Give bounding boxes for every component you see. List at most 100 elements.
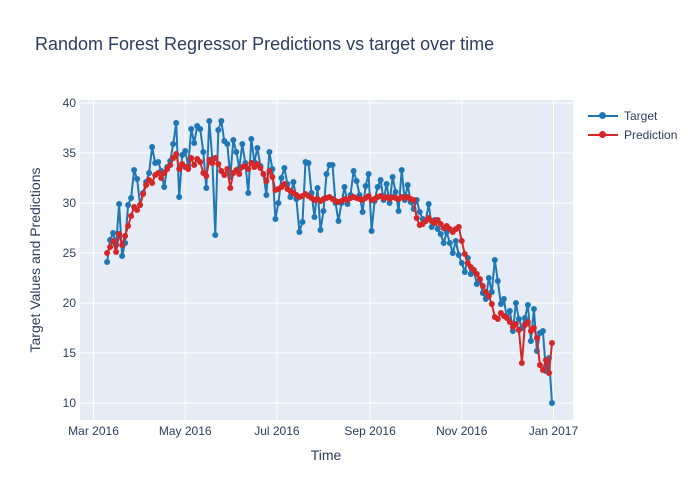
data-point-target[interactable] [461, 269, 468, 275]
data-point-target[interactable] [278, 175, 285, 181]
data-point-target[interactable] [116, 201, 123, 207]
data-point-prediction[interactable] [212, 155, 219, 161]
data-point-target[interactable] [272, 216, 279, 222]
data-point-target[interactable] [320, 208, 327, 214]
data-point-prediction[interactable] [224, 166, 231, 172]
data-point-target[interactable] [404, 182, 411, 188]
data-point-prediction[interactable] [512, 321, 519, 327]
data-point-target[interactable] [377, 177, 384, 183]
data-point-prediction[interactable] [263, 178, 270, 184]
data-point-prediction[interactable] [485, 293, 492, 299]
data-point-target[interactable] [104, 259, 111, 265]
data-point-prediction[interactable] [269, 174, 276, 180]
data-point-prediction[interactable] [110, 238, 117, 244]
data-point-prediction[interactable] [506, 319, 513, 325]
data-point-target[interactable] [230, 137, 237, 143]
data-point-prediction[interactable] [173, 151, 180, 157]
data-point-target[interactable] [455, 252, 462, 258]
data-point-target[interactable] [491, 257, 498, 263]
data-point-target[interactable] [239, 141, 246, 147]
data-point-target[interactable] [200, 149, 207, 155]
data-point-prediction[interactable] [185, 166, 192, 172]
data-point-target[interactable] [266, 149, 273, 155]
data-point-target[interactable] [440, 240, 447, 246]
data-point-target[interactable] [383, 181, 390, 187]
data-point-prediction[interactable] [215, 161, 222, 167]
data-point-prediction[interactable] [530, 325, 537, 331]
data-point-target[interactable] [362, 183, 369, 189]
data-point-prediction[interactable] [533, 335, 540, 341]
data-point-target[interactable] [299, 219, 306, 225]
data-point-target[interactable] [134, 176, 141, 182]
data-point-prediction[interactable] [536, 362, 543, 368]
data-point-prediction[interactable] [197, 159, 204, 165]
data-point-target[interactable] [131, 167, 138, 173]
data-point-target[interactable] [539, 328, 546, 334]
data-point-prediction[interactable] [546, 370, 552, 376]
data-point-prediction[interactable] [488, 301, 495, 307]
data-point-target[interactable] [146, 170, 153, 176]
data-point-target[interactable] [359, 209, 366, 215]
data-point-target[interactable] [530, 306, 537, 312]
data-point-target[interactable] [392, 189, 399, 195]
data-point-prediction[interactable] [119, 242, 126, 248]
data-point-target[interactable] [494, 278, 501, 284]
data-point-prediction[interactable] [413, 215, 420, 221]
data-point-target[interactable] [446, 240, 453, 246]
legend-item-target[interactable]: Target [588, 106, 677, 125]
data-point-target[interactable] [191, 140, 198, 146]
data-point-target[interactable] [218, 118, 225, 124]
data-point-target[interactable] [311, 214, 318, 220]
data-point-prediction[interactable] [227, 185, 234, 191]
data-point-target[interactable] [155, 159, 162, 165]
data-point-target[interactable] [182, 148, 189, 154]
data-point-target[interactable] [245, 190, 252, 196]
data-point-target[interactable] [500, 296, 507, 302]
data-point-prediction[interactable] [209, 160, 216, 166]
data-point-target[interactable] [329, 162, 336, 168]
data-point-target[interactable] [281, 165, 288, 171]
data-point-target[interactable] [254, 145, 261, 151]
data-point-target[interactable] [341, 184, 348, 190]
data-point-prediction[interactable] [140, 191, 147, 197]
data-point-prediction[interactable] [515, 327, 522, 333]
data-point-target[interactable] [416, 209, 423, 215]
data-point-target[interactable] [170, 141, 177, 147]
data-point-prediction[interactable] [236, 171, 243, 177]
data-point-prediction[interactable] [458, 238, 465, 244]
data-point-target[interactable] [224, 141, 231, 147]
data-point-target[interactable] [398, 167, 405, 173]
data-point-target[interactable] [452, 238, 459, 244]
data-point-prediction[interactable] [245, 166, 252, 172]
data-point-prediction[interactable] [191, 162, 198, 168]
data-point-prediction[interactable] [116, 231, 123, 237]
data-point-target[interactable] [527, 338, 534, 344]
data-point-target[interactable] [206, 118, 213, 124]
data-point-target[interactable] [275, 200, 282, 206]
data-point-prediction[interactable] [455, 224, 462, 230]
data-point-prediction[interactable] [122, 233, 129, 239]
data-point-target[interactable] [365, 171, 372, 177]
legend[interactable]: Target Prediction [588, 106, 677, 144]
data-point-prediction[interactable] [134, 207, 141, 213]
data-point-target[interactable] [368, 228, 375, 234]
data-point-target[interactable] [125, 202, 132, 208]
data-point-prediction[interactable] [518, 360, 525, 366]
data-point-prediction[interactable] [410, 197, 417, 203]
data-point-target[interactable] [110, 230, 117, 236]
data-point-prediction[interactable] [221, 172, 228, 178]
data-point-target[interactable] [161, 184, 168, 190]
data-point-prediction[interactable] [176, 166, 183, 172]
data-point-prediction[interactable] [143, 182, 150, 188]
data-point-target[interactable] [149, 144, 156, 150]
data-point-prediction[interactable] [549, 340, 555, 346]
data-point-prediction[interactable] [479, 283, 486, 289]
data-point-prediction[interactable] [155, 170, 162, 176]
data-point-target[interactable] [323, 171, 330, 177]
data-point-target[interactable] [437, 231, 444, 237]
data-point-target[interactable] [515, 316, 522, 322]
data-point-target[interactable] [296, 229, 303, 235]
data-point-prediction[interactable] [542, 357, 549, 363]
data-point-target[interactable] [263, 192, 270, 198]
data-point-prediction[interactable] [281, 181, 288, 187]
